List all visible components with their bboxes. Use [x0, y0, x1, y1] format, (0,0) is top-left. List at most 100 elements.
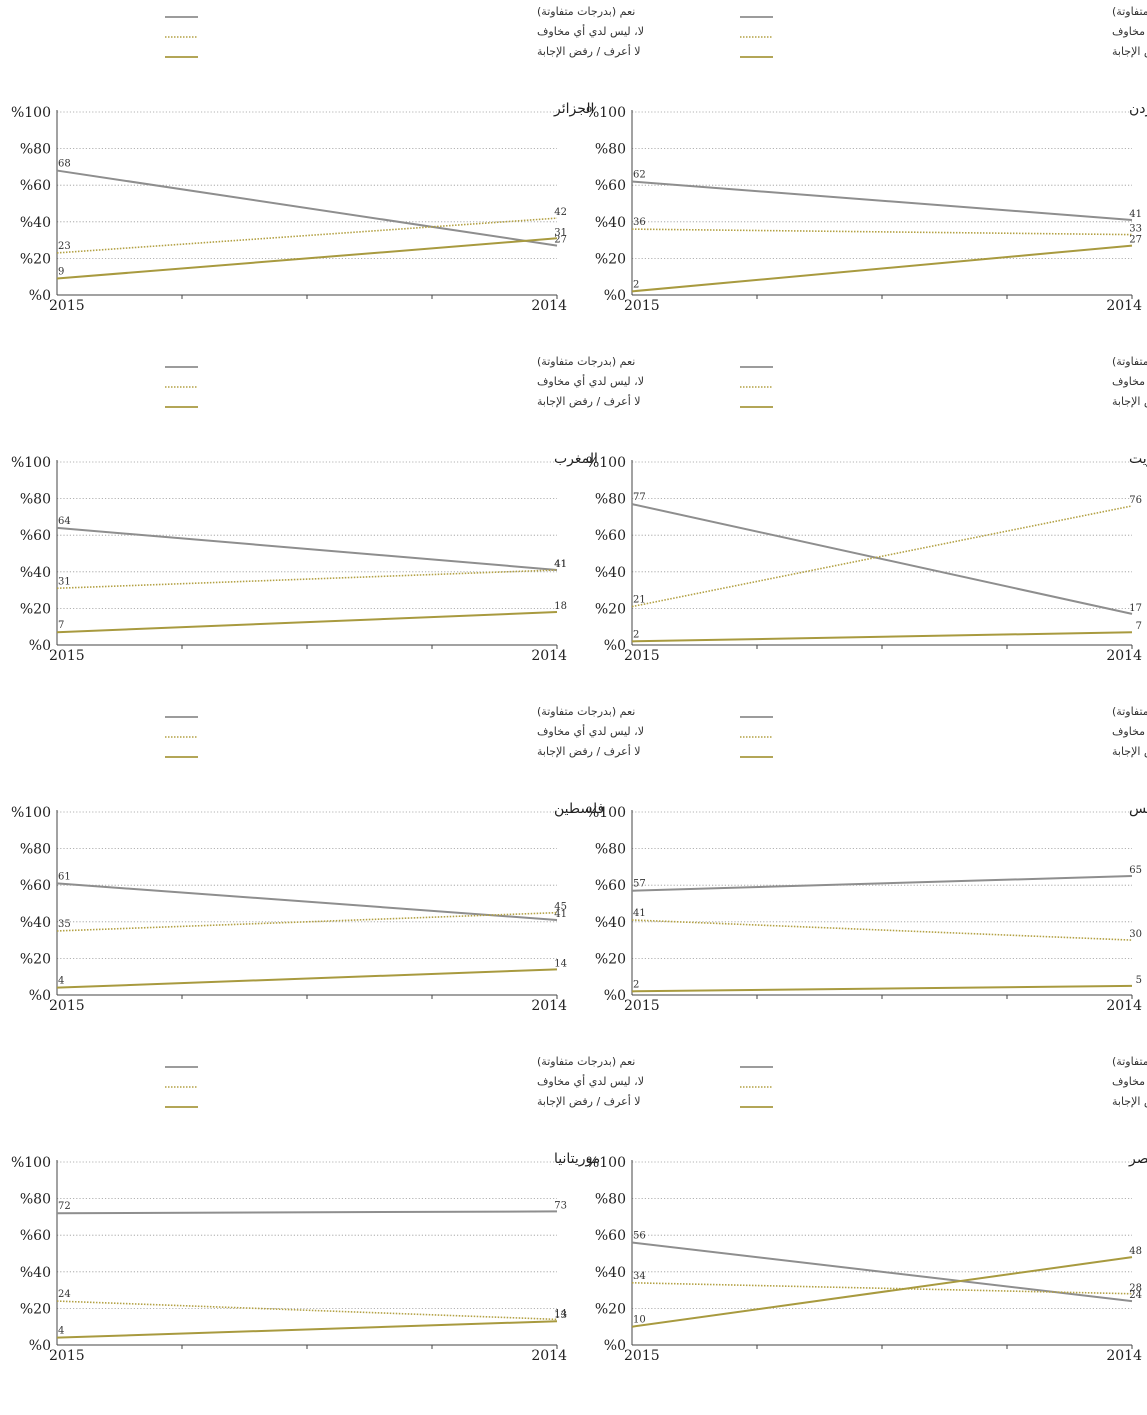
y-tick-label: %60: [595, 1228, 626, 1244]
series-line: [56, 968, 558, 989]
y-tick-label: %0: [604, 988, 626, 1004]
series-line: [631, 631, 1133, 643]
data-label: 2: [633, 979, 639, 990]
y-tick-label: %60: [20, 178, 51, 194]
x-tick-label: 2014: [531, 648, 567, 664]
legend-label: لا، ليس لدي أي مخاوف: [1112, 1074, 1147, 1088]
series-line: [56, 169, 558, 247]
data-label: 27: [554, 235, 567, 246]
chart-title: الأردن: [1129, 99, 1147, 117]
x-tick-label: 2015: [49, 648, 85, 664]
x-tick-label: 2014: [1106, 298, 1142, 314]
y-tick-label: %100: [11, 455, 51, 471]
series-line: [631, 875, 1133, 892]
data-label: 2: [633, 279, 639, 290]
data-label: 2: [633, 629, 639, 640]
data-label: 61: [58, 871, 71, 882]
data-label: 41: [633, 908, 646, 919]
data-label: 64: [58, 516, 71, 527]
y-tick-label: %20: [595, 951, 626, 967]
x-tick-label: 2014: [1106, 1348, 1142, 1364]
chart-panel: نعم (بدرجات متفاوتة) لا، ليس لدي أي مخاوف…: [586, 705, 1147, 1014]
data-label: 30: [1129, 929, 1142, 940]
series-line: [631, 1256, 1133, 1328]
data-label: 34: [633, 1271, 646, 1282]
y-tick-label: %40: [20, 215, 51, 231]
y-tick-label: %100: [586, 455, 626, 471]
data-label: 14: [554, 958, 567, 969]
y-tick-label: %100: [11, 105, 51, 121]
data-label: 76: [1129, 495, 1142, 506]
legend-label: نعم (بدرجات متفاوتة): [1112, 705, 1147, 718]
legend-label: نعم (بدرجات متفاوتة): [537, 5, 635, 18]
data-label: 68: [58, 159, 71, 170]
legend-label: نعم (بدرجات متفاوتة): [537, 705, 635, 718]
data-label: 41: [554, 909, 567, 920]
y-tick-label: %80: [595, 842, 626, 858]
data-label: 17: [1129, 603, 1142, 614]
legend-label: لا، ليس لدي أي مخاوف: [1112, 24, 1147, 38]
y-tick-label: %20: [20, 1301, 51, 1317]
chart-panel: نعم (بدرجات متفاوتة) لا، ليس لدي أي مخاوف…: [586, 355, 1147, 664]
y-tick-label: %100: [586, 1155, 626, 1171]
x-tick-label: 2015: [624, 1348, 660, 1364]
y-tick-label: %100: [11, 805, 51, 821]
y-tick-label: %40: [20, 1265, 51, 1281]
y-tick-label: %0: [29, 288, 51, 304]
series-line: [56, 911, 558, 932]
y-tick-label: %40: [595, 1265, 626, 1281]
series-line: [631, 1281, 1133, 1295]
x-tick-label: 2014: [1106, 998, 1142, 1014]
x-tick-label: 2015: [624, 298, 660, 314]
data-label: 31: [58, 576, 71, 587]
legend-label: نعم (بدرجات متفاوتة): [537, 1055, 635, 1068]
data-label: 56: [633, 1231, 646, 1242]
data-label: 65: [1129, 865, 1142, 876]
x-tick-label: 2014: [531, 1348, 567, 1364]
legend-label: نعم (بدرجات متفاوتة): [1112, 355, 1147, 368]
series-line: [631, 228, 1133, 236]
chart-panel: نعم (بدرجات متفاوتة) لا، ليس لدي أي مخاوف…: [11, 1055, 644, 1364]
y-tick-label: %0: [604, 638, 626, 654]
y-tick-label: %100: [586, 105, 626, 121]
data-label: 7: [1136, 621, 1142, 632]
chart-title: المغرب: [554, 451, 598, 467]
series-line: [56, 526, 558, 571]
y-tick-label: %80: [595, 1192, 626, 1208]
data-label: 4: [58, 976, 64, 987]
series-line: [56, 1210, 558, 1215]
data-label: 7: [58, 620, 64, 631]
y-tick-label: %80: [595, 492, 626, 508]
data-label: 73: [554, 1200, 567, 1211]
data-label: 42: [554, 207, 567, 218]
series-line: [631, 984, 1133, 993]
x-tick-label: 2015: [49, 298, 85, 314]
x-tick-label: 2015: [49, 1348, 85, 1364]
legend-label: لا، ليس لدي أي مخاوف: [537, 24, 644, 38]
legend-label: لا، ليس لدي أي مخاوف: [537, 724, 644, 738]
data-label: 10: [633, 1315, 646, 1326]
data-label: 23: [58, 241, 71, 252]
x-tick-label: 2015: [624, 998, 660, 1014]
data-label: 31: [554, 227, 567, 238]
y-tick-label: %0: [604, 288, 626, 304]
legend-label: لا أعرف / رفض الإجابة: [537, 44, 641, 58]
legend-label: لا أعرف / رفض الإجابة: [537, 744, 641, 758]
chart-panel: نعم (بدرجات متفاوتة) لا، ليس لدي أي مخاوف…: [11, 705, 644, 1014]
data-label: 13: [554, 1310, 567, 1321]
legend-label: لا أعرف / رفض الإجابة: [1112, 1094, 1147, 1108]
series-line: [56, 217, 558, 254]
x-tick-label: 2014: [531, 298, 567, 314]
data-label: 57: [633, 879, 646, 890]
data-label: 77: [633, 492, 646, 503]
y-tick-label: %40: [20, 915, 51, 931]
x-tick-label: 2015: [49, 998, 85, 1014]
chart-title: موريتانيا: [554, 1151, 600, 1167]
data-label: 41: [554, 559, 567, 570]
y-tick-label: %40: [595, 915, 626, 931]
legend-label: لا، ليس لدي أي مخاوف: [537, 1074, 644, 1088]
chart-panel: نعم (بدرجات متفاوتة) لا، ليس لدي أي مخاوف…: [11, 355, 644, 664]
y-tick-label: %0: [29, 638, 51, 654]
data-label: 62: [633, 170, 646, 181]
